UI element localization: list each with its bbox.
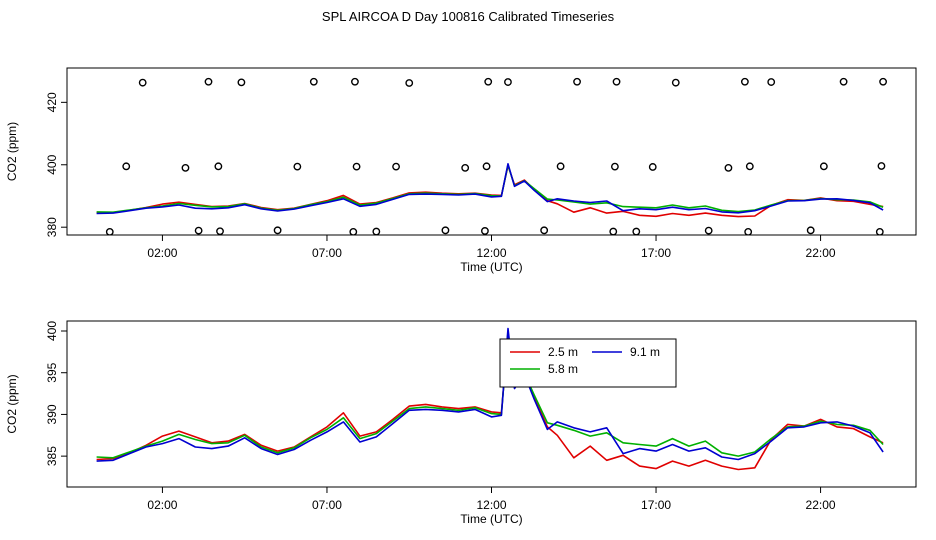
x-tick-label: 02:00 — [147, 498, 177, 512]
scatter-point — [122, 162, 131, 171]
scatter-point — [194, 226, 203, 235]
scatter-point — [648, 163, 657, 171]
y-tick-label: 420 — [45, 92, 59, 112]
scatter-point — [839, 77, 848, 86]
y-axis-label: CO2 (ppm) — [5, 374, 19, 433]
scatter-point — [745, 162, 754, 171]
scatter-point — [204, 77, 213, 86]
scatter-point — [214, 162, 223, 171]
figure-title: SPL AIRCOA D Day 100816 Calibrated Times… — [321, 9, 615, 24]
scatter-point — [441, 226, 450, 235]
scatter-point — [632, 227, 641, 235]
x-tick-label: 22:00 — [806, 498, 836, 512]
plot-frame — [66, 320, 917, 488]
panel-bottom: 02:00 07:00 12:00 17:00 22:00 Time (UTC) 385 39… — [5, 320, 917, 526]
scatter-point — [671, 78, 680, 87]
scatter-point — [609, 227, 618, 235]
scatter-point — [105, 227, 114, 235]
scatter-point — [372, 227, 381, 235]
series-group — [96, 327, 884, 471]
scatter-point — [744, 227, 753, 235]
legend-label: 2.5 m — [548, 345, 578, 359]
y-tick-label: 395 — [45, 362, 59, 382]
series-line-58m — [96, 330, 884, 459]
scatter-point — [352, 162, 361, 171]
legend: 2.5 m 9.1 m 5.8 m — [499, 338, 677, 388]
x-axis-label: Time (UTC) — [460, 260, 522, 274]
scatter-point — [349, 227, 358, 235]
y-axis-label: CO2 (ppm) — [5, 122, 19, 181]
scatter-point — [392, 162, 400, 171]
x-tick-label: 22:00 — [806, 246, 836, 260]
x-axis-label: Time (UTC) — [460, 512, 522, 526]
panel-top: 02:00 07:00 12:00 17:00 22:00 Time (UTC) 380 40… — [5, 67, 917, 274]
legend-label: 9.1 m — [630, 345, 660, 359]
x-tick-label: 07:00 — [312, 498, 342, 512]
scatter-point — [877, 162, 886, 170]
y-tick-label: 400 — [45, 321, 59, 341]
scatter-point — [611, 162, 619, 171]
y-tick-label: 390 — [45, 404, 59, 424]
scatter-point — [309, 77, 318, 86]
x-tick-label: 12:00 — [476, 498, 506, 512]
scatter-point — [740, 77, 749, 86]
scatter-point — [216, 227, 224, 235]
scatter-point — [806, 226, 815, 235]
scatter-point — [461, 163, 470, 172]
legend-box — [499, 338, 677, 388]
scatter-point — [704, 226, 713, 235]
scatter-point — [293, 162, 302, 171]
series-group — [96, 77, 887, 235]
scatter-point — [540, 226, 549, 235]
scatter-point — [484, 77, 493, 86]
series-line-58m — [96, 164, 884, 213]
scatter-point — [405, 79, 414, 87]
scatter-point — [351, 77, 359, 86]
plot-frame — [66, 67, 917, 236]
scatter-point — [875, 227, 884, 235]
scatter-point — [181, 163, 190, 172]
scatter-point — [573, 77, 581, 86]
scatter-point — [879, 77, 887, 86]
scatter-point — [138, 78, 147, 87]
series-line-91m — [96, 163, 884, 215]
scatter-point — [273, 226, 282, 235]
scatter-point — [504, 78, 512, 86]
x-tick-label: 07:00 — [312, 246, 342, 260]
x-tick-label: 17:00 — [641, 498, 671, 512]
scatter-point — [237, 78, 246, 87]
series-line-25m — [96, 332, 884, 471]
x-tick-label: 12:00 — [476, 246, 506, 260]
series-line-91m — [96, 327, 884, 462]
scatter-point — [556, 162, 565, 171]
y-tick-label: 385 — [45, 446, 59, 466]
scatter-point — [724, 163, 733, 172]
y-tick-label: 400 — [45, 154, 59, 174]
x-tick-label: 02:00 — [147, 246, 177, 260]
scatter-point — [482, 162, 491, 171]
y-tick-label: 380 — [45, 217, 59, 237]
scatter-point — [767, 78, 776, 86]
scatter-point — [481, 227, 489, 235]
scatter-point — [612, 77, 621, 86]
x-tick-label: 17:00 — [641, 246, 671, 260]
legend-label: 5.8 m — [548, 362, 578, 376]
scatter-point — [819, 162, 828, 171]
